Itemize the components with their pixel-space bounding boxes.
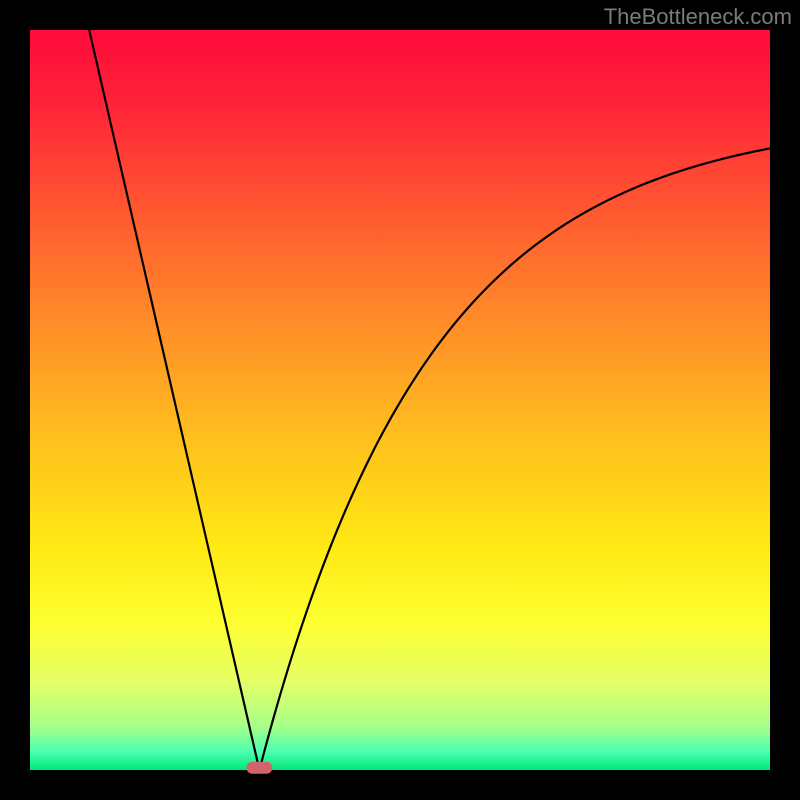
- vertex-marker: [246, 762, 272, 774]
- chart-container: TheBottleneck.com: [0, 0, 800, 800]
- watermark-text: TheBottleneck.com: [604, 4, 792, 29]
- plot-background: [30, 30, 770, 770]
- bottleneck-chart: TheBottleneck.com: [0, 0, 800, 800]
